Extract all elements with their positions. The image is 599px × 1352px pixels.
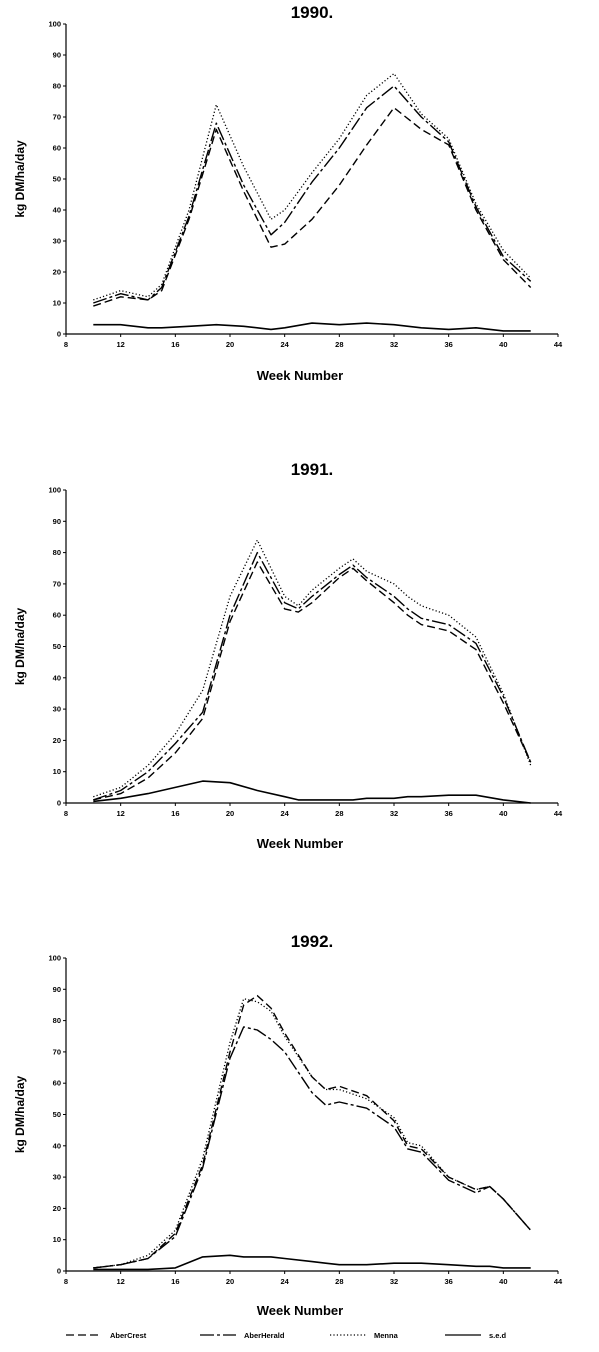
series-line-s-e-d (93, 1254, 531, 1271)
x-tick-label: 40 (499, 809, 507, 818)
series-line-s-e-d (93, 322, 531, 332)
chart-panel-2: 1991. 0 10 20 30 40 50 60 70 80 90 100 8 12 16 20 24 28 32… (13, 460, 563, 851)
x-tick-label: 32 (390, 1277, 398, 1286)
y-tick-label: 40 (53, 673, 61, 682)
series-line-menna (93, 539, 532, 798)
y-axis-label: kg DM/ha/day (13, 140, 27, 218)
legend: AberCrest AberHerald Menna s.e.d (66, 1331, 507, 1340)
x-tick-label: 28 (335, 1277, 343, 1286)
chart-title: 1990. (291, 3, 334, 22)
y-tick-label: 50 (53, 175, 61, 184)
chart-panel-3: 1992. 0 10 20 30 40 50 60 70 80 90 100 8 12 16 20 24 28 32… (13, 932, 563, 1318)
x-tick-label: 32 (390, 340, 398, 349)
y-tick-label: 80 (53, 1016, 61, 1025)
y-axis-label: kg DM/ha/day (13, 1076, 27, 1154)
x-axis-label: Week Number (257, 368, 343, 383)
series-line-s-e-d (93, 780, 531, 804)
y-tick-label: 90 (53, 517, 61, 526)
y-tick-label: 60 (53, 1079, 61, 1088)
y-tick-label: 30 (53, 237, 61, 246)
x-tick-label: 20 (226, 809, 234, 818)
y-tick-label: 40 (53, 206, 61, 215)
x-tick-label: 12 (116, 809, 124, 818)
x-tick-label: 44 (554, 340, 563, 349)
y-tick-label: 60 (53, 144, 61, 153)
x-tick-label: 12 (116, 340, 124, 349)
legend-label-s-e-d: s.e.d (489, 1331, 507, 1340)
y-tick-label: 100 (48, 954, 61, 963)
x-tick-label: 36 (444, 1277, 452, 1286)
y-tick-label: 50 (53, 1110, 61, 1119)
x-tick-label: 44 (554, 1277, 563, 1286)
legend-label-abercrest: AberCrest (110, 1331, 147, 1340)
series-line-abercrest (93, 561, 532, 801)
chart-title: 1991. (291, 460, 334, 479)
y-tick-label: 30 (53, 705, 61, 714)
y-tick-label: 100 (48, 486, 61, 495)
series-line-abercrest (93, 106, 532, 307)
x-tick-label: 16 (171, 340, 179, 349)
x-tick-label: 32 (390, 809, 398, 818)
chart-title: 1992. (291, 932, 334, 951)
x-tick-label: 24 (280, 809, 289, 818)
x-tick-label: 36 (444, 340, 452, 349)
y-tick-label: 50 (53, 642, 61, 651)
y-tick-label: 80 (53, 548, 61, 557)
x-axis-label: Week Number (257, 1303, 343, 1318)
x-tick-label: 8 (64, 1277, 68, 1286)
series-line-aberherald (93, 1026, 532, 1269)
chart-panel-1: 1990. 0 10 20 30 40 50 60 70 80 90 100 8 12 16 20 24 28 32… (13, 3, 563, 383)
y-axis-label: kg DM/ha/day (13, 608, 27, 686)
y-tick-label: 90 (53, 51, 61, 60)
series-line-menna (93, 72, 532, 301)
x-tick-label: 16 (171, 809, 179, 818)
x-tick-label: 36 (444, 809, 452, 818)
y-tick-label: 10 (53, 299, 61, 308)
y-tick-label: 70 (53, 579, 61, 588)
x-tick-label: 8 (64, 809, 68, 818)
y-tick-label: 0 (57, 1267, 61, 1276)
y-tick-label: 100 (48, 20, 61, 29)
y-tick-label: 0 (57, 330, 61, 339)
y-tick-label: 80 (53, 82, 61, 91)
legend-label-aberherald: AberHerald (244, 1331, 285, 1340)
x-axis-label: Week Number (257, 836, 343, 851)
x-tick-label: 40 (499, 1277, 507, 1286)
y-tick-label: 70 (53, 113, 61, 122)
x-tick-label: 8 (64, 340, 68, 349)
series-line-abercrest (93, 994, 532, 1269)
x-tick-label: 20 (226, 340, 234, 349)
legend-label-menna: Menna (374, 1331, 399, 1340)
y-tick-label: 40 (53, 1141, 61, 1150)
y-tick-label: 30 (53, 1173, 61, 1182)
series-line-aberherald (93, 85, 532, 304)
x-tick-label: 24 (280, 1277, 289, 1286)
x-tick-label: 16 (171, 1277, 179, 1286)
series-line-aberherald (93, 551, 532, 801)
x-tick-label: 28 (335, 809, 343, 818)
y-tick-label: 70 (53, 1047, 61, 1056)
x-tick-label: 28 (335, 340, 343, 349)
x-tick-label: 12 (116, 1277, 124, 1286)
y-tick-label: 10 (53, 767, 61, 776)
x-tick-label: 44 (554, 809, 563, 818)
y-tick-label: 60 (53, 611, 61, 620)
x-tick-label: 24 (280, 340, 289, 349)
x-tick-label: 20 (226, 1277, 234, 1286)
series-line-menna (93, 998, 532, 1269)
x-tick-label: 40 (499, 340, 507, 349)
y-tick-label: 10 (53, 1235, 61, 1244)
y-tick-label: 20 (53, 268, 61, 277)
y-tick-label: 20 (53, 1204, 61, 1213)
y-tick-label: 20 (53, 736, 61, 745)
y-tick-label: 0 (57, 799, 61, 808)
y-tick-label: 90 (53, 985, 61, 994)
